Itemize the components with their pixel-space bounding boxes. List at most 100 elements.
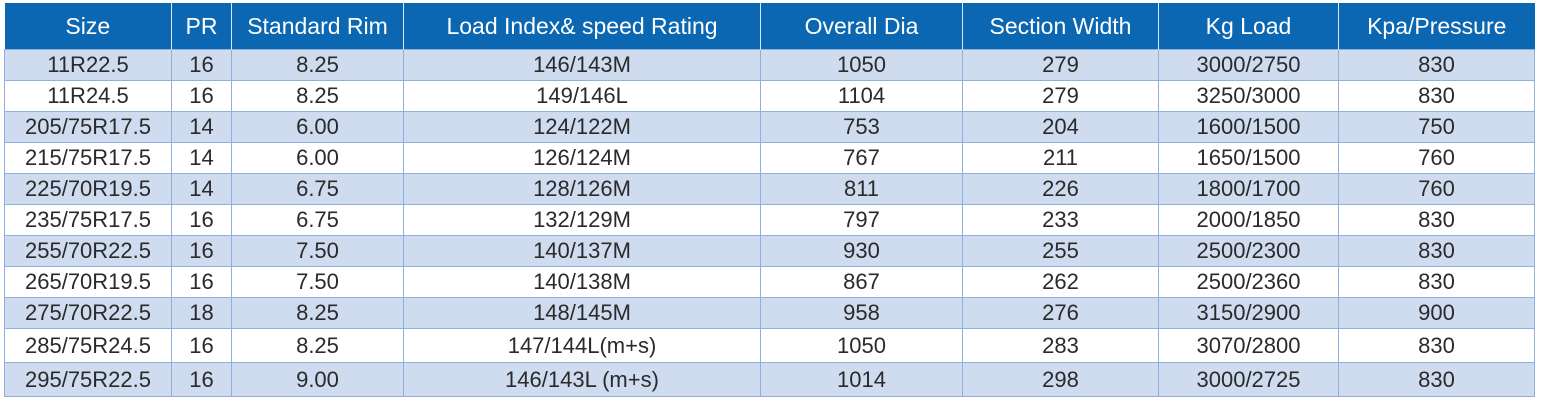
cell-size: 265/70R19.5 xyxy=(4,266,172,298)
header-pr: PR xyxy=(171,3,232,50)
tire-spec-table: Size PR Standard Rim Load Index& speed R… xyxy=(4,3,1535,397)
table-row: 235/75R17.5 16 6.75 132/129M 797 233 2000/1850… xyxy=(4,204,1535,236)
table-header: Size PR Standard Rim Load Index& speed R… xyxy=(4,3,1535,50)
cell-overall-dia: 1014 xyxy=(760,362,963,397)
cell-load-speed: 132/129M xyxy=(403,204,761,236)
cell-section-width: 276 xyxy=(962,297,1159,329)
tire-spec-table-container: Size PR Standard Rim Load Index& speed R… xyxy=(4,3,1535,401)
header-section-width: Section Width xyxy=(962,3,1159,50)
cell-section-width: 211 xyxy=(962,142,1159,174)
cell-section-width: 233 xyxy=(962,204,1159,236)
cell-kpa-pressure: 760 xyxy=(1338,173,1535,205)
cell-size: 215/75R17.5 xyxy=(4,142,172,174)
cell-kpa-pressure: 830 xyxy=(1338,49,1535,81)
table-body: 11R22.5 16 8.25 146/143M 1050 279 3000/2750 830… xyxy=(4,49,1535,397)
cell-pr: 16 xyxy=(171,80,232,112)
cell-pr: 14 xyxy=(171,173,232,205)
cell-size: 11R24.5 xyxy=(4,80,172,112)
cell-pr: 16 xyxy=(171,266,232,298)
cell-overall-dia: 867 xyxy=(760,266,963,298)
table-row: 255/70R22.5 16 7.50 140/137M 930 255 2500/2300… xyxy=(4,235,1535,267)
cell-standard-rim: 8.25 xyxy=(231,328,404,363)
cell-load-speed: 124/122M xyxy=(403,111,761,143)
cell-load-speed: 147/144L(m+s) xyxy=(403,328,761,363)
cell-size: 235/75R17.5 xyxy=(4,204,172,236)
cell-kg-load: 3150/2900 xyxy=(1158,297,1339,329)
cell-overall-dia: 1050 xyxy=(760,328,963,363)
cell-size: 225/70R19.5 xyxy=(4,173,172,205)
cell-section-width: 262 xyxy=(962,266,1159,298)
cell-standard-rim: 8.25 xyxy=(231,80,404,112)
cell-kpa-pressure: 830 xyxy=(1338,362,1535,397)
cell-section-width: 255 xyxy=(962,235,1159,267)
cell-standard-rim: 6.00 xyxy=(231,111,404,143)
cell-overall-dia: 1050 xyxy=(760,49,963,81)
cell-overall-dia: 797 xyxy=(760,204,963,236)
header-row: Size PR Standard Rim Load Index& speed R… xyxy=(4,3,1535,50)
cell-kpa-pressure: 760 xyxy=(1338,142,1535,174)
cell-standard-rim: 6.00 xyxy=(231,142,404,174)
table-row: 11R24.5 16 8.25 149/146L 1104 279 3250/3000 830 xyxy=(4,80,1535,112)
cell-overall-dia: 753 xyxy=(760,111,963,143)
cell-overall-dia: 1104 xyxy=(760,80,963,112)
cell-standard-rim: 7.50 xyxy=(231,266,404,298)
cell-kg-load: 3070/2800 xyxy=(1158,328,1339,363)
table-row: 275/70R22.5 18 8.25 148/145M 958 276 3150/2900… xyxy=(4,297,1535,329)
cell-load-speed: 148/145M xyxy=(403,297,761,329)
cell-kg-load: 2500/2360 xyxy=(1158,266,1339,298)
cell-pr: 14 xyxy=(171,111,232,143)
cell-pr: 16 xyxy=(171,49,232,81)
cell-kg-load: 2000/1850 xyxy=(1158,204,1339,236)
cell-pr: 14 xyxy=(171,142,232,174)
cell-size: 285/75R24.5 xyxy=(4,328,172,363)
cell-overall-dia: 767 xyxy=(760,142,963,174)
cell-kpa-pressure: 830 xyxy=(1338,80,1535,112)
table-row: 285/75R24.5 16 8.25 147/144L(m+s) 1050 283 307… xyxy=(4,328,1535,363)
cell-section-width: 279 xyxy=(962,49,1159,81)
cell-kg-load: 3000/2725 xyxy=(1158,362,1339,397)
cell-size: 11R22.5 xyxy=(4,49,172,81)
table-row: 205/75R17.5 14 6.00 124/122M 753 204 1600/1500… xyxy=(4,111,1535,143)
cell-pr: 16 xyxy=(171,328,232,363)
cell-load-speed: 128/126M xyxy=(403,173,761,205)
cell-size: 255/70R22.5 xyxy=(4,235,172,267)
cell-load-speed: 140/137M xyxy=(403,235,761,267)
table-row: 265/70R19.5 16 7.50 140/138M 867 262 2500/2360… xyxy=(4,266,1535,298)
header-kpa-pressure: Kpa/Pressure xyxy=(1338,3,1535,50)
cell-load-speed: 146/143M xyxy=(403,49,761,81)
cell-size: 205/75R17.5 xyxy=(4,111,172,143)
cell-load-speed: 140/138M xyxy=(403,266,761,298)
cell-standard-rim: 7.50 xyxy=(231,235,404,267)
header-overall-dia: Overall Dia xyxy=(760,3,963,50)
cell-standard-rim: 8.25 xyxy=(231,49,404,81)
cell-standard-rim: 9.00 xyxy=(231,362,404,397)
cell-kg-load: 3250/3000 xyxy=(1158,80,1339,112)
cell-kg-load: 1650/1500 xyxy=(1158,142,1339,174)
cell-kg-load: 2500/2300 xyxy=(1158,235,1339,267)
header-kg-load: Kg Load xyxy=(1158,3,1339,50)
cell-kpa-pressure: 750 xyxy=(1338,111,1535,143)
cell-kpa-pressure: 830 xyxy=(1338,235,1535,267)
table-row: 11R22.5 16 8.25 146/143M 1050 279 3000/2750 830 xyxy=(4,49,1535,81)
cell-overall-dia: 930 xyxy=(760,235,963,267)
cell-load-speed: 149/146L xyxy=(403,80,761,112)
cell-section-width: 298 xyxy=(962,362,1159,397)
header-standard-rim: Standard Rim xyxy=(231,3,404,50)
table-row: 215/75R17.5 14 6.00 126/124M 767 211 1650/1500… xyxy=(4,142,1535,174)
cell-kpa-pressure: 830 xyxy=(1338,328,1535,363)
cell-size: 295/75R22.5 xyxy=(4,362,172,397)
cell-kg-load: 1600/1500 xyxy=(1158,111,1339,143)
cell-section-width: 283 xyxy=(962,328,1159,363)
cell-load-speed: 146/143L (m+s) xyxy=(403,362,761,397)
cell-kpa-pressure: 900 xyxy=(1338,297,1535,329)
cell-pr: 16 xyxy=(171,235,232,267)
cell-kpa-pressure: 830 xyxy=(1338,266,1535,298)
cell-kpa-pressure: 830 xyxy=(1338,204,1535,236)
cell-kg-load: 1800/1700 xyxy=(1158,173,1339,205)
cell-section-width: 204 xyxy=(962,111,1159,143)
cell-standard-rim: 6.75 xyxy=(231,173,404,205)
cell-standard-rim: 6.75 xyxy=(231,204,404,236)
cell-section-width: 279 xyxy=(962,80,1159,112)
cell-load-speed: 126/124M xyxy=(403,142,761,174)
table-row: 225/70R19.5 14 6.75 128/126M 811 226 1800/1700… xyxy=(4,173,1535,205)
